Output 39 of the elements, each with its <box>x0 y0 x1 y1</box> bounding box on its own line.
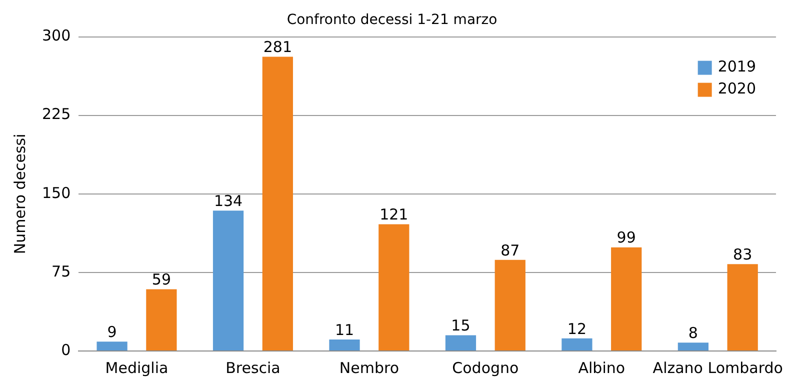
x-tick-label: Nembro <box>339 358 400 377</box>
x-tick-label: Mediglia <box>105 358 168 377</box>
x-tick-label: Albino <box>578 358 626 377</box>
chart-title: Confronto decessi 1-21 marzo <box>286 12 498 28</box>
bar <box>378 224 410 350</box>
y-axis-title: Numero decessi <box>10 134 29 254</box>
data-label: 121 <box>380 206 408 224</box>
data-label: 99 <box>616 228 636 247</box>
bar <box>96 342 128 350</box>
y-tick-label: 150 <box>42 184 71 202</box>
bar <box>678 342 708 350</box>
bar <box>494 260 526 350</box>
bar <box>329 339 360 350</box>
data-label: 12 <box>567 320 587 338</box>
y-tick-label: 0 <box>61 340 71 359</box>
bar <box>146 289 177 350</box>
y-tick-label: 75 <box>52 262 71 280</box>
data-label: 83 <box>733 245 752 264</box>
x-tick-label: Codogno <box>452 358 519 377</box>
legend-label: 2019 <box>718 58 756 76</box>
bar <box>611 247 642 350</box>
data-label: 281 <box>263 38 292 56</box>
data-label: 134 <box>214 192 243 210</box>
data-label: 11 <box>334 320 354 339</box>
bar <box>727 264 758 350</box>
bar <box>445 335 476 350</box>
y-tick-label: 300 <box>42 26 71 45</box>
bar <box>262 56 293 350</box>
data-label: 87 <box>500 241 520 260</box>
x-tick-label: Brescia <box>226 358 280 377</box>
data-label: 59 <box>152 270 171 289</box>
legend-label: 2020 <box>718 80 756 98</box>
data-label: 9 <box>107 322 117 341</box>
bar <box>212 210 244 350</box>
x-tick-label: Alzano Lombardo <box>652 358 783 377</box>
data-label: 8 <box>688 324 698 342</box>
bar <box>562 338 592 350</box>
y-tick-label: 225 <box>42 105 71 124</box>
data-label: 15 <box>451 316 470 335</box>
